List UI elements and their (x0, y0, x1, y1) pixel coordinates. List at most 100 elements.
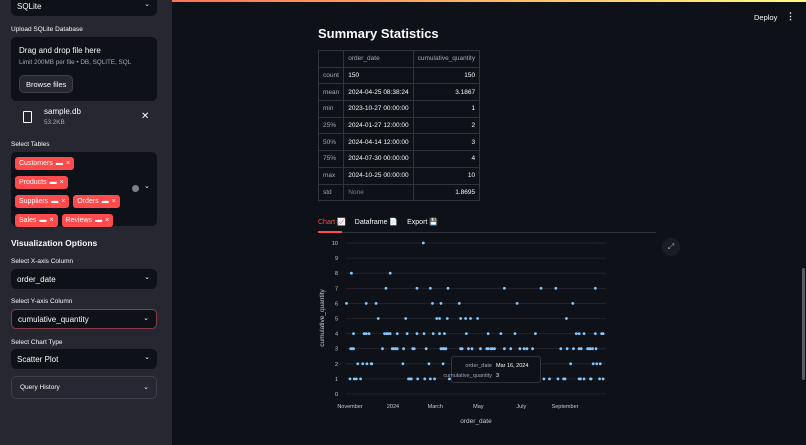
data-point (364, 302, 368, 305)
y-tick-label: 9 (335, 256, 338, 262)
remove-tag-icon[interactable]: × (49, 216, 54, 224)
tab-chart[interactable]: Chart 📈 (318, 219, 346, 226)
data-point (435, 317, 439, 320)
table-icon: ▬ (101, 197, 109, 205)
more-menu-icon[interactable]: ⋮ (786, 11, 795, 21)
data-point (364, 332, 368, 335)
tab-dataframe[interactable]: Dataframe 📄 (354, 219, 399, 226)
chevron-down-icon: ⌄ (143, 384, 149, 391)
data-point (433, 377, 436, 381)
data-point (441, 362, 445, 366)
data-point (579, 347, 583, 351)
table-cell: 1 (412, 100, 481, 118)
table-icon: ▬ (39, 216, 47, 224)
data-point (565, 317, 568, 320)
tag-products[interactable]: Products ▬ × (15, 176, 68, 189)
fullscreen-icon[interactable]: ⤢ (662, 238, 680, 256)
table-icon: ▬ (95, 216, 103, 224)
data-point (565, 347, 569, 351)
tag-sales[interactable]: Sales ▬ × (15, 214, 58, 227)
tooltip-y-value: 3 (496, 373, 500, 379)
tag-reviews[interactable]: Reviews ▬ × (61, 214, 114, 227)
data-point (577, 347, 581, 351)
tag-customers[interactable]: Customers ▬ × (15, 157, 74, 170)
data-point (577, 332, 581, 335)
x-axis-select[interactable]: order_date ⌄ (11, 269, 157, 289)
data-point (345, 302, 348, 305)
remove-file-icon[interactable]: ✕ (141, 111, 150, 122)
table-row: std None 1.8695 (317, 183, 481, 202)
table-icon: ▬ (49, 178, 57, 186)
deploy-button[interactable]: Deploy (754, 13, 778, 22)
file-dropzone[interactable]: Drag and drop file here Limit 200MB per … (11, 37, 157, 101)
table-cell: 150 (343, 66, 414, 85)
y-axis-value: cumulative_quantity (18, 314, 89, 324)
data-point (431, 302, 434, 305)
table-icon: ▬ (51, 197, 59, 205)
tables-multiselect[interactable]: Customers ▬ × Products ▬ × Suppliers ▬ × Order… (11, 152, 157, 227)
data-point (415, 332, 419, 335)
x-axis-title: order_date (460, 418, 492, 425)
chart-type-value: Scatter Plot (17, 354, 59, 364)
chevron-down-icon[interactable]: ⌄ (144, 183, 150, 190)
chart-type-select[interactable]: Scatter Plot ⌄ (11, 349, 157, 369)
db-type-select[interactable]: SQLite ⌄ (11, 0, 157, 16)
y-tick-label: 8 (335, 271, 338, 277)
data-point (574, 332, 578, 335)
tag-label: Sales (19, 216, 37, 224)
remove-tag-icon[interactable]: × (65, 159, 70, 167)
data-point (376, 317, 380, 320)
active-tab-indicator (318, 231, 342, 233)
data-point (416, 377, 420, 381)
data-point (502, 286, 506, 290)
file-size: 53.2KB (44, 119, 65, 126)
tab-divider (318, 232, 656, 233)
y-axis-select[interactable]: cumulative_quantity ⌄ (11, 309, 157, 329)
data-point (509, 347, 513, 351)
data-point (348, 377, 352, 381)
tag-orders[interactable]: Orders ▬ × (73, 195, 120, 208)
data-point (518, 347, 522, 351)
data-point (374, 302, 378, 305)
data-point (404, 317, 408, 320)
query-history-expander[interactable]: Query History ⌄ (11, 376, 157, 399)
data-point (479, 347, 482, 351)
browse-files-button[interactable]: Browse files (19, 75, 74, 93)
data-point (598, 362, 602, 366)
tag-suppliers[interactable]: Suppliers ▬ × (15, 195, 70, 208)
data-point (445, 317, 449, 320)
clear-all-icon[interactable] (132, 185, 139, 192)
data-point (370, 362, 374, 366)
data-point (534, 332, 537, 335)
tag-label: Products (19, 178, 47, 186)
y-tick-label: 1 (335, 377, 338, 383)
data-point (522, 347, 526, 351)
tag-row: Sales ▬ × Reviews ▬ × (15, 214, 127, 227)
column-header: order_date (343, 50, 414, 68)
x-tick-label: 2024 (387, 404, 399, 410)
tab-export[interactable]: Export 💾 (407, 219, 439, 226)
y-tick-label: 7 (335, 286, 338, 292)
dropzone-hint: Limit 200MB per file • DB, SQLITE, SQL (19, 59, 132, 66)
data-point (352, 377, 356, 381)
remove-tag-icon[interactable]: × (61, 197, 66, 205)
remove-tag-icon[interactable]: × (111, 197, 116, 205)
table-cell: 150 (412, 66, 481, 85)
scrollbar[interactable] (802, 268, 805, 380)
data-point (365, 362, 369, 366)
data-point (460, 347, 464, 351)
tables-label: Select Tables (11, 141, 50, 148)
chart-type-label: Select Chart Type (11, 339, 63, 346)
top-accent-bar (0, 0, 806, 2)
data-point (428, 377, 432, 381)
remove-tag-icon[interactable]: × (59, 178, 64, 186)
data-point (464, 332, 468, 335)
chart-actions-icon[interactable]: ··· (594, 240, 601, 247)
remove-tag-icon[interactable]: × (105, 216, 110, 224)
data-point (594, 347, 598, 351)
data-point (359, 377, 362, 381)
data-point (513, 332, 517, 335)
x-tick-label: September (552, 404, 579, 410)
data-point (556, 377, 560, 381)
y-axis-label: Select Y-axis Column (11, 298, 73, 305)
